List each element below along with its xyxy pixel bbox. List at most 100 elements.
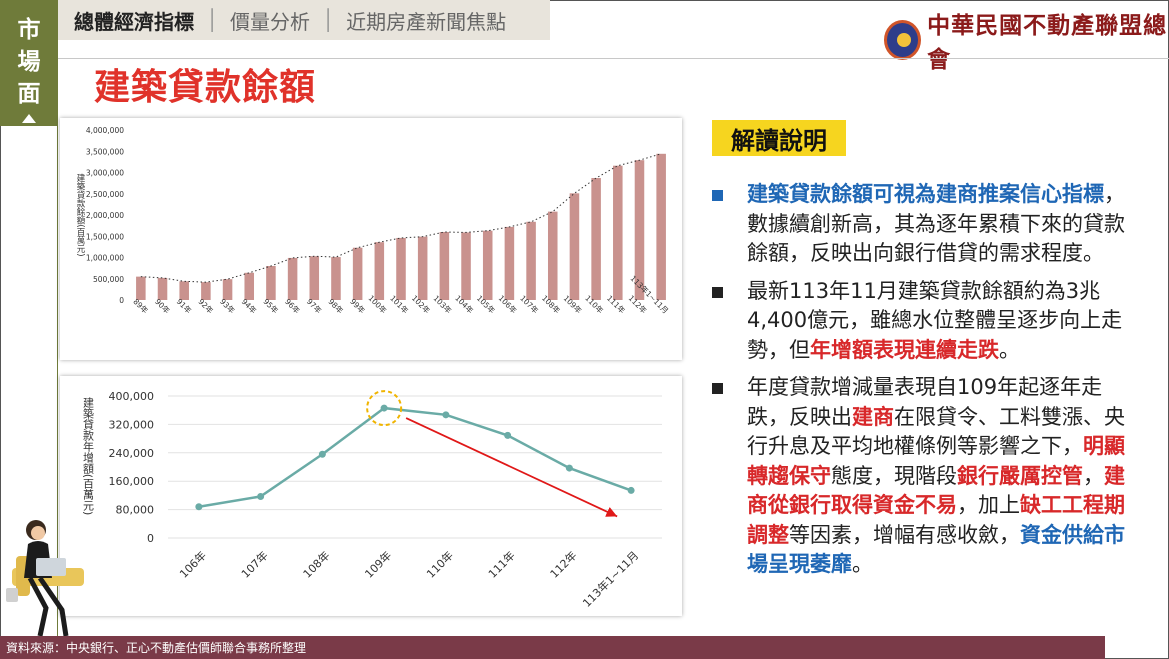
y-tick-label: 500,000 (93, 275, 124, 284)
highlight-text: 缺工工程期調整 (747, 493, 1125, 547)
y-axis-label: 建築貸款餘額(百萬元) (75, 173, 85, 257)
bar (439, 232, 450, 300)
bar (136, 276, 146, 300)
bar (417, 236, 428, 300)
data-point (442, 411, 450, 419)
bar (656, 153, 666, 300)
square-bullet-icon (712, 286, 732, 298)
explanation-bullet: 年度貸款增減量表現自109年起逐年走跌，反映出建商在限貸令、工料雙漲、央行升息及… (712, 373, 1132, 580)
highlight-text: 建商 (852, 404, 894, 429)
bar (613, 165, 623, 300)
x-tick-label: 96年 (283, 296, 302, 315)
bar (309, 256, 320, 300)
laptop-shape (36, 558, 66, 576)
source-footer: 資料來源：中央銀行、正心不動產估價師聯合事務所整理 (0, 636, 1105, 659)
bar (634, 160, 645, 300)
x-tick-label: 107年 (238, 548, 271, 581)
bar (352, 247, 363, 300)
peak-highlight-circle (366, 390, 403, 427)
data-point (318, 450, 326, 458)
woman-with-laptop-illustration (6, 520, 84, 637)
body-text: 。 (999, 337, 1020, 362)
x-tick-label: 98年 (326, 296, 345, 315)
body-text: 最新113年11月建築貸款餘額約為3兆4,400億元，雖總水位整體呈逐步向上走勢… (747, 278, 1123, 362)
x-tick-label: 112年 (547, 548, 580, 581)
body-text: ，數據續創新高，其為逐年累積下來的貸款餘額，反映出向銀行借貸的需求程度。 (747, 182, 1125, 265)
nav-item-macro-indicators[interactable]: 總體經濟指標 (74, 9, 194, 34)
bullet-text: 年度貸款增減量表現自109年起逐年走跌，反映出建商在限貸令、工料雙漲、央行升息及… (747, 373, 1132, 580)
caret-up-icon (22, 114, 36, 123)
highlight-text: 建築貸款餘額可視為建商推案信心指標 (747, 182, 1104, 206)
organization-logo: 中華民國不動產聯盟總會 (884, 6, 1169, 74)
x-tick-label: 91年 (175, 296, 194, 315)
body-text: ，加上 (957, 493, 1020, 517)
data-point (380, 404, 388, 412)
y-tick-label: 80,000 (116, 504, 155, 517)
x-tick-label: 92年 (196, 296, 215, 315)
nav-item-price-volume[interactable]: 價量分析 (230, 9, 311, 34)
bar (244, 272, 255, 300)
leg-shape (37, 576, 69, 637)
section-tab[interactable]: 市 場 面 (0, 0, 58, 126)
bullet-text: 建築貸款餘額可視為建商推案信心指標，數據續創新高，其為逐年累積下來的貸款餘額，反… (747, 180, 1132, 269)
side-divider (57, 126, 58, 636)
y-tick-label: 4,000,000 (86, 126, 124, 135)
y-tick-label: 240,000 (109, 447, 155, 460)
square-bullet-icon (712, 190, 732, 201)
explanation-bullet: 最新113年11月建築貸款餘額約為3兆4,400億元，雖總水位整體呈逐步向上走勢… (712, 277, 1132, 366)
nav-item-news[interactable]: 近期房產新聞焦點 (346, 9, 507, 34)
body-text: ， (1083, 463, 1104, 488)
bar (504, 226, 515, 300)
data-point (257, 492, 265, 500)
y-tick-label: 1,000,000 (86, 254, 124, 263)
series-line (198, 406, 632, 508)
x-tick-label: 109年 (362, 548, 395, 581)
y-tick-label: 0 (147, 532, 154, 545)
header-rule (58, 58, 1169, 59)
body-text: 態度，現階段 (831, 463, 957, 488)
y-tick-label: 3,500,000 (86, 147, 124, 156)
square-bullet-icon (712, 383, 732, 394)
highlight-text: 明顯轉趨保守 (747, 434, 1125, 488)
downtrend-arrow (405, 417, 618, 518)
x-tick-label: 94年 (240, 296, 259, 315)
x-tick-label: 97年 (305, 296, 324, 315)
y-tick-label: 400,000 (109, 390, 155, 403)
loan-balance-bar-chart: 0 500,000 1,000,000 1,500,000 2,000,000 2,500… (75, 126, 671, 316)
bar (266, 266, 276, 300)
side-table-shape (6, 588, 18, 602)
organization-seal-icon (884, 20, 922, 60)
data-point (504, 431, 512, 439)
source-note: 資料來源：中央銀行、正心不動產估價師聯合事務所整理 (6, 641, 307, 655)
highlight-text: 資金供給市場呈現萎靡 (747, 522, 1125, 577)
bar (222, 279, 233, 300)
x-tick-label: 95年 (261, 296, 280, 315)
y-tick-label: 160,000 (109, 475, 155, 488)
body-text: 。 (852, 552, 873, 576)
section-tab-char: 面 (17, 81, 41, 107)
bar (396, 237, 406, 300)
section-tab-char: 市 (17, 17, 41, 43)
x-tick-label: 113年1~11月 (580, 548, 642, 610)
page-title: 建築貸款餘額 (94, 67, 317, 108)
top-navigation: 總體經濟指標 │ 價量分析 │ 近期房產新聞焦點 (58, 0, 550, 40)
section-tab-char: 場 (17, 49, 41, 75)
y-tick-label: 2,500,000 (86, 190, 124, 199)
bullet-text: 最新113年11月建築貸款餘額約為3兆4,400億元，雖總水位整體呈逐步向上走勢… (747, 277, 1132, 366)
face-shape (31, 526, 45, 540)
y-tick-label: 3,000,000 (86, 169, 124, 178)
bar (461, 232, 471, 300)
x-tick-label: 108年 (300, 548, 333, 581)
bar (547, 211, 558, 300)
data-point (627, 486, 635, 494)
organization-name: 中華民國不動產聯盟總會 (927, 12, 1168, 73)
x-tick-label: 93年 (218, 296, 237, 315)
bar (569, 193, 580, 300)
explanation-heading: 解讀說明 (712, 120, 846, 156)
highlight-text: 銀行嚴厲控管 (957, 463, 1083, 488)
body-text: 等因素，增幅有感收斂， (789, 522, 1020, 547)
nav-separator: │ (322, 8, 335, 32)
highlight-text: 年增額表現連續走跌 (810, 337, 999, 362)
x-tick-label: 111年 (485, 548, 518, 581)
explanation-bullet: 建築貸款餘額可視為建商推案信心指標，數據續創新高，其為逐年累積下來的貸款餘額，反… (712, 180, 1132, 269)
